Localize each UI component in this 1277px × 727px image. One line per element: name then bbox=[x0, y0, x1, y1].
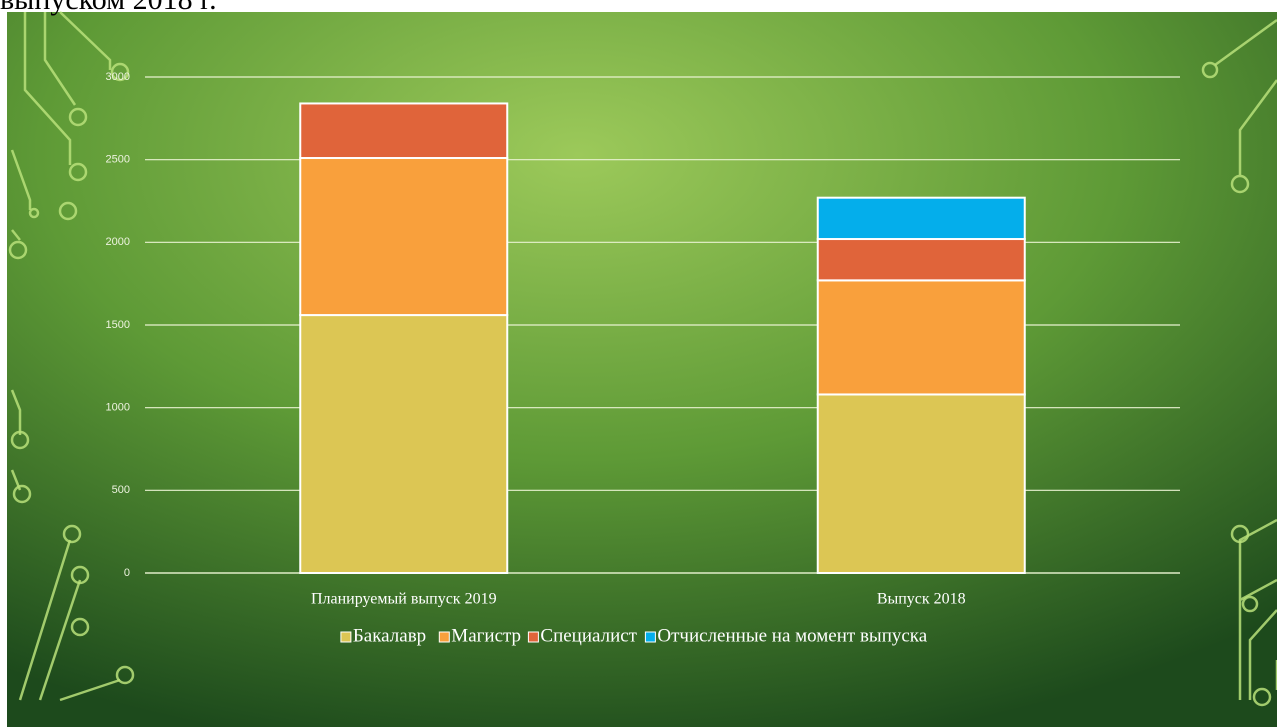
legend-swatch bbox=[438, 631, 450, 643]
y-tick-label: 1500 bbox=[106, 319, 130, 331]
y-tick-label: 1000 bbox=[106, 402, 130, 414]
legend-label: Специалист bbox=[540, 625, 637, 646]
y-tick-label: 500 bbox=[112, 484, 130, 496]
legend-label: Отчисленные на момент выпуска bbox=[657, 625, 927, 646]
x-tick-label: Планируемый выпуск 2019 bbox=[311, 591, 497, 608]
bar-segment bbox=[299, 314, 509, 574]
slide-background bbox=[7, 12, 1277, 727]
bar-segment bbox=[816, 196, 1026, 241]
x-tick-label: Выпуск 2018 bbox=[877, 591, 966, 608]
bar-segment bbox=[816, 393, 1026, 574]
bar-segment bbox=[299, 157, 509, 317]
y-tick-label: 3000 bbox=[106, 71, 130, 83]
legend-swatch bbox=[527, 631, 539, 643]
circuit-decoration bbox=[8, 11, 1277, 707]
bar-segment bbox=[816, 279, 1026, 396]
bar-segment bbox=[299, 102, 509, 160]
cut-off-text: выпуском 2018 г. bbox=[0, 0, 217, 16]
legend-swatch bbox=[644, 631, 656, 643]
legend-label: Бакалавр bbox=[353, 625, 426, 646]
legend-swatch bbox=[340, 631, 352, 643]
y-tick-label: 2500 bbox=[106, 154, 130, 166]
y-tick-label: 0 bbox=[124, 567, 130, 579]
legend-label: Магистр bbox=[451, 625, 521, 646]
plot-area: 0 500 1000 1500 2000 2500 3000 Планируемый выпу… bbox=[106, 71, 1180, 646]
y-tick-label: 2000 bbox=[106, 236, 130, 248]
bar-segment bbox=[816, 238, 1026, 282]
